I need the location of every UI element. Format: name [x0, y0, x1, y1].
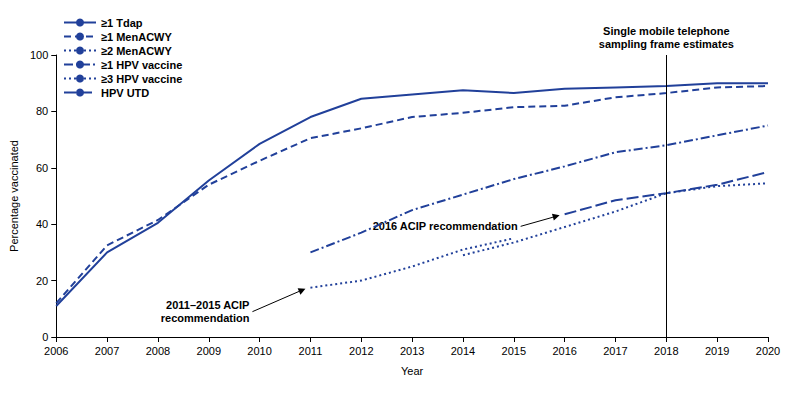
svg-text:60: 60: [36, 162, 48, 174]
svg-text:2019: 2019: [705, 345, 729, 357]
svg-text:2011: 2011: [299, 345, 323, 357]
svg-text:2011–2015 ACIP: 2011–2015 ACIP: [166, 299, 249, 311]
svg-text:2009: 2009: [197, 345, 221, 357]
svg-text:≥2 MenACWY: ≥2 MenACWY: [101, 45, 172, 57]
svg-text:2016 ACIP recommendation: 2016 ACIP recommendation: [373, 220, 518, 232]
svg-text:2015: 2015: [502, 345, 526, 357]
svg-text:2010: 2010: [247, 345, 271, 357]
svg-text:40: 40: [36, 218, 48, 230]
svg-text:2006: 2006: [44, 345, 68, 357]
svg-text:2020: 2020: [756, 345, 780, 357]
svg-text:HPV UTD: HPV UTD: [101, 87, 149, 99]
svg-text:≥1 HPV vaccine: ≥1 HPV vaccine: [101, 59, 182, 71]
svg-text:recommendation: recommendation: [161, 312, 250, 324]
svg-text:0: 0: [42, 331, 48, 343]
svg-text:100: 100: [30, 49, 48, 61]
svg-text:Percentage vaccinated: Percentage vaccinated: [8, 140, 20, 252]
svg-text:≥1 Tdap: ≥1 Tdap: [101, 17, 143, 29]
svg-text:Year: Year: [401, 365, 424, 377]
svg-text:2016: 2016: [552, 345, 576, 357]
svg-text:2014: 2014: [451, 345, 475, 357]
svg-text:2018: 2018: [654, 345, 678, 357]
svg-text:sampling frame estimates: sampling frame estimates: [599, 38, 734, 50]
svg-text:Single mobile telephone: Single mobile telephone: [603, 25, 730, 37]
svg-text:2017: 2017: [603, 345, 627, 357]
svg-text:80: 80: [36, 105, 48, 117]
svg-text:2013: 2013: [400, 345, 424, 357]
svg-text:2012: 2012: [349, 345, 373, 357]
svg-text:2007: 2007: [95, 345, 119, 357]
svg-text:2008: 2008: [146, 345, 170, 357]
svg-text:≥1 MenACWY: ≥1 MenACWY: [101, 31, 172, 43]
svg-text:20: 20: [36, 275, 48, 287]
svg-text:≥3 HPV vaccine: ≥3 HPV vaccine: [101, 73, 182, 85]
